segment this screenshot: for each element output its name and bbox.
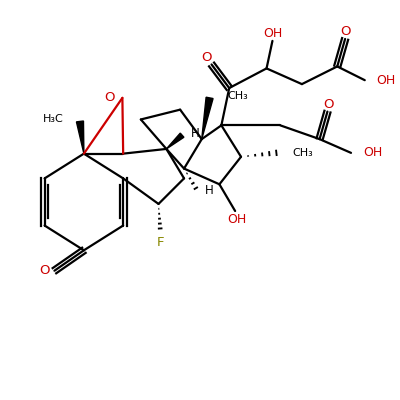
Text: O: O: [202, 51, 212, 64]
Text: CH₃: CH₃: [293, 148, 314, 158]
Polygon shape: [202, 97, 213, 139]
Text: OH: OH: [228, 213, 247, 226]
Text: OH: OH: [363, 146, 382, 159]
Text: F: F: [157, 236, 164, 248]
Text: H: H: [204, 184, 213, 197]
Text: O: O: [341, 25, 351, 38]
Text: OH: OH: [264, 27, 283, 40]
Text: OH: OH: [376, 74, 396, 87]
Text: H₃C: H₃C: [43, 114, 64, 124]
Text: CH₃: CH₃: [227, 91, 248, 101]
Polygon shape: [166, 133, 184, 149]
Text: O: O: [104, 90, 115, 104]
Polygon shape: [76, 121, 84, 154]
Text: O: O: [323, 98, 334, 111]
Text: H: H: [191, 127, 200, 140]
Text: O: O: [39, 264, 50, 277]
